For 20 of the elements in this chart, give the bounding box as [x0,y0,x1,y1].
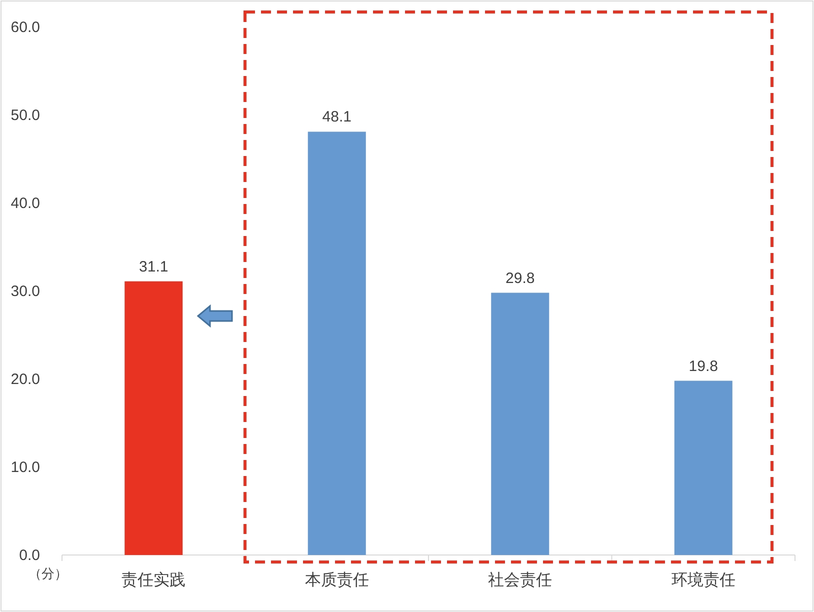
x-tick-label: 环境责任 [671,571,736,589]
x-tick-label: 社会责任 [488,571,552,589]
y-tick-label: 20.0 [10,371,40,388]
x-tick-label: 责任实践 [122,571,186,589]
data-label: 19.8 [688,358,718,375]
y-tick-label: 60.0 [10,19,40,36]
data-label: 31.1 [139,258,168,276]
data-label: 48.1 [322,108,352,126]
y-tick-label: 30.0 [10,283,40,300]
bar [491,292,550,555]
y-tick-label: 40.0 [10,195,40,212]
bar [674,380,732,555]
bar [124,281,183,555]
data-label: 29.8 [506,270,535,287]
x-tick-label: 本质责任 [304,571,369,589]
y-tick-label: 10.0 [10,459,40,476]
y-tick-label: 50.0 [10,107,40,124]
y-axis-title: （分） [28,566,68,581]
bar [308,132,366,555]
y-tick-label: 0.0 [19,547,40,564]
